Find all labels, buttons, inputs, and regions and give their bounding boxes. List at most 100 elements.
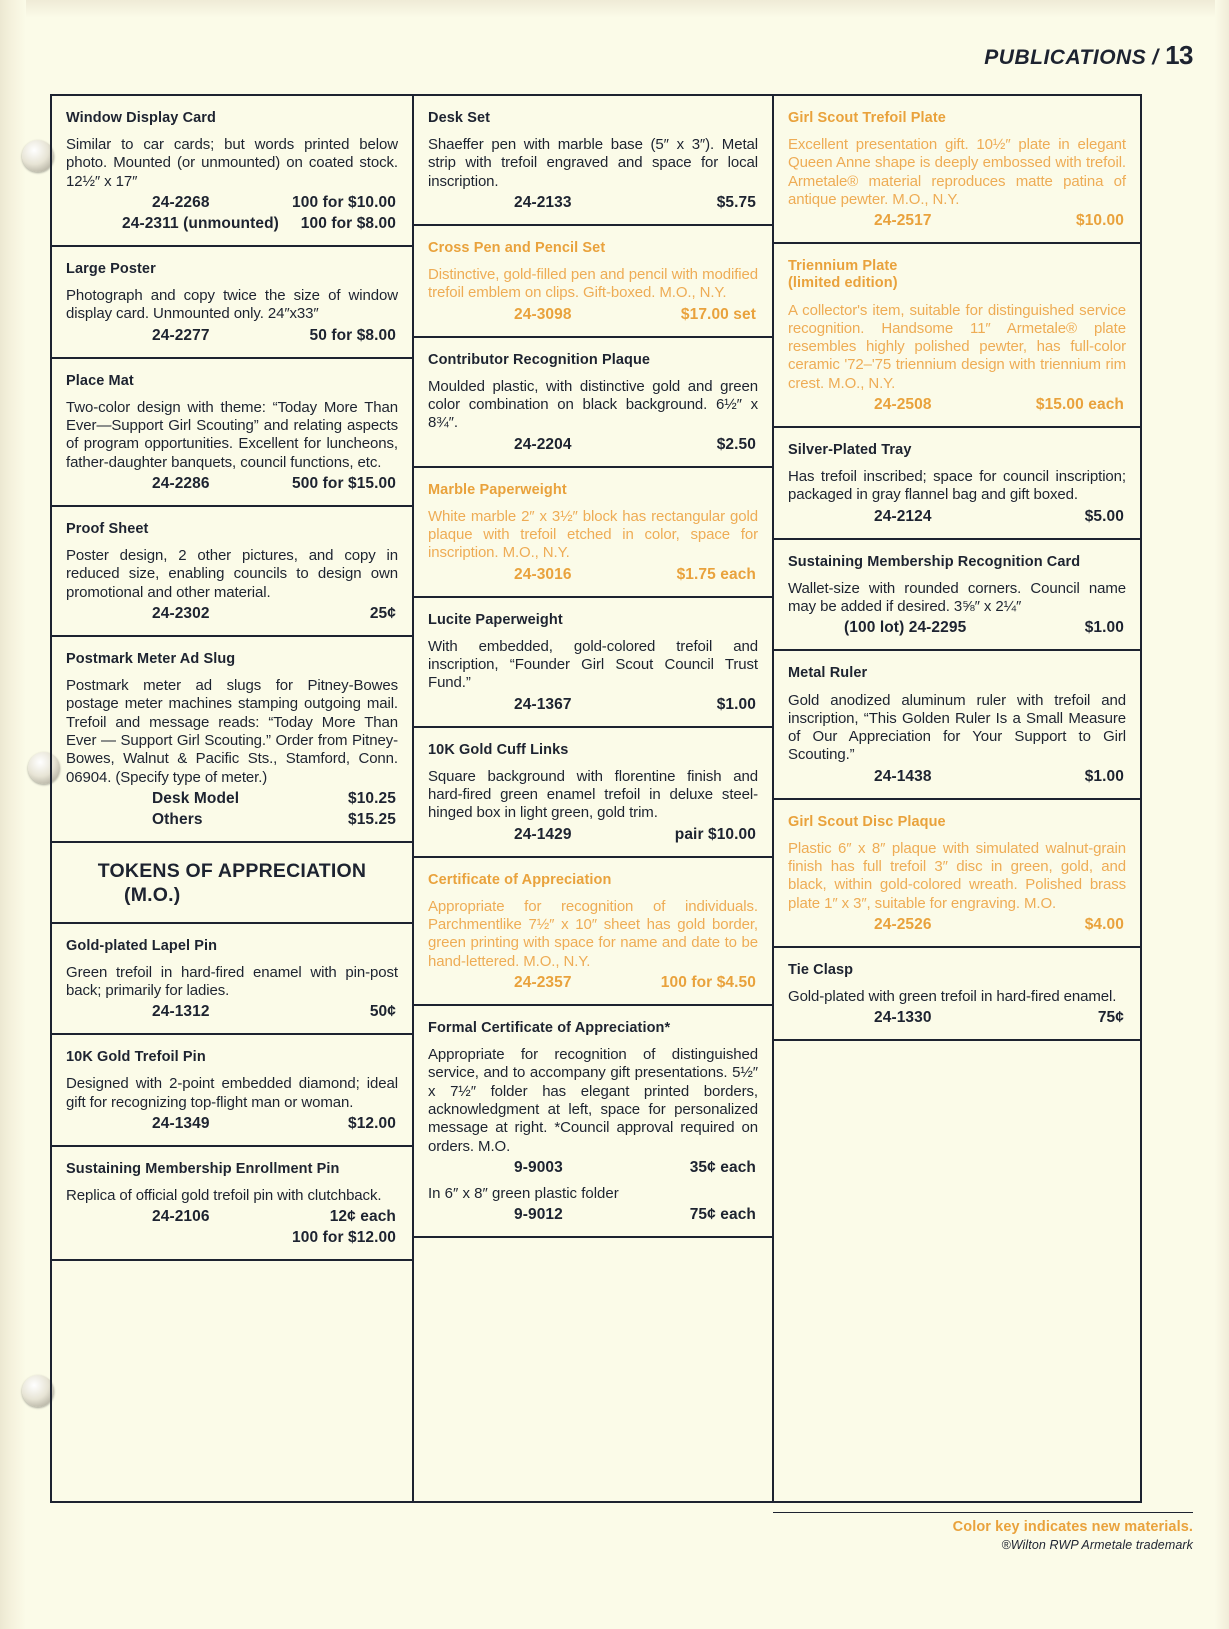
price-amount: $12.00 [347, 1115, 396, 1133]
price-amount: $10.00 [1075, 212, 1124, 230]
price-amount: 100 for $8.00 [300, 215, 396, 232]
price-line: Desk Model $10.25 [66, 790, 398, 808]
catalog-entry-contributor-recognition-plaque: Contributor Recognition Plaque Moulded pl… [414, 338, 772, 468]
catalog-entry-triennium-plate: Triennium Plate (limited edition) A collec… [774, 244, 1140, 428]
price-amount: 25¢ [369, 605, 396, 622]
price-line: 24-1438 $1.00 [788, 768, 1126, 786]
price-line: 24-2311 (unmounted) 100 for $8.00 [66, 215, 398, 233]
price-amount: 75¢ each [689, 1206, 756, 1224]
entry-title: Contributor Recognition Plaque [428, 351, 651, 368]
entry-title: Sustaining Membership Recognition Card [788, 553, 1081, 570]
price-line: 24-2357 100 for $4.50 [428, 974, 758, 992]
binder-hole-top [22, 140, 54, 172]
catalog-code: 24-2204 [514, 435, 572, 453]
price-line: (100 lot) 24-2295 $1.00 [788, 619, 1126, 637]
catalog-entry-girl-scout-trefoil-plate: Girl Scout Trefoil Plate Excellent presen… [774, 96, 1140, 245]
price-amount: $15.25 [347, 810, 396, 828]
column-2: Desk Set Shaeffer pen with marble base (5… [414, 96, 774, 1501]
price-amount: $1.75 each [676, 565, 756, 583]
footer-rule [773, 1512, 1193, 1513]
column-3: Girl Scout Trefoil Plate Excellent presen… [774, 96, 1140, 1501]
section-subtitle: (M.O.) [124, 884, 181, 907]
catalog-code: Desk Model [152, 789, 240, 807]
price-line: 24-2286 500 for $15.00 [66, 475, 398, 493]
entry-title: Desk Set [428, 110, 491, 126]
entry-title: Lucite Paperweight [428, 611, 563, 628]
entry-description: Distinctive, gold-filled pen and pencil … [428, 266, 758, 302]
price-line: 24-1367 $1.00 [428, 696, 758, 714]
entry-description: Replica of official gold trefoil pin wit… [66, 1187, 382, 1205]
price-line: 24-2508 $15.00 each [788, 396, 1126, 414]
catalog-entry-place-mat: Place Mat Two-color design with theme: “T… [52, 359, 412, 507]
entry-title: Certificate of Appreciation [428, 871, 612, 888]
entry-title: Large Poster [66, 261, 156, 277]
column-filler [414, 1238, 772, 1501]
entry-title: Place Mat [66, 372, 134, 389]
section-title: TOKENS OF APPRECIATION [97, 859, 367, 882]
catalog-entry-window-display-card: Window Display Card Similar to car cards;… [52, 96, 412, 247]
catalog-grid: Window Display Card Similar to car cards;… [50, 94, 1142, 1503]
entry-title: Silver-Plated Tray [788, 442, 912, 458]
catalog-code: 24-1312 [152, 1003, 210, 1021]
page-header: PUBLICATIONS / 13 [984, 40, 1193, 71]
catalog-code: 24-2277 [152, 326, 210, 344]
header-separator: / [1152, 46, 1159, 69]
price-line: 9-9012 75¢ each [428, 1206, 758, 1224]
price-line: 24-2204 $2.50 [428, 436, 758, 454]
catalog-code: 24-2268 [152, 194, 210, 211]
price-line: 24-2277 50 for $8.00 [66, 327, 398, 345]
price-amount: 500 for $15.00 [292, 475, 396, 492]
price-line: 24-2302 25¢ [66, 605, 398, 623]
paper-edge-top [0, 0, 1229, 18]
entry-title: Window Display Card [66, 110, 217, 126]
price-line: 24-2124 $5.00 [788, 508, 1126, 526]
binder-hole-bottom [22, 1375, 54, 1407]
catalog-entry-certificate-of-appreciation: Certificate of Appreciation Appropriate f… [414, 858, 772, 1006]
catalog-code: 24-2286 [152, 475, 210, 492]
column-filler [774, 1041, 1140, 1501]
entry-title: Tie Clasp [788, 962, 854, 978]
catalog-entry-large-poster: Large Poster Photograph and copy twice th… [52, 247, 412, 359]
entry-description: Poster design, 2 other pictures, and cop… [66, 547, 398, 601]
entry-description: Plastic 6″ x 8″ plaque with simulated wa… [788, 839, 1126, 912]
price-amount: $1.00 [1084, 767, 1124, 785]
catalog-entry-girl-scout-disc-plaque: Girl Scout Disc Plaque Plastic 6″ x 8″ pl… [774, 800, 1140, 948]
price-amount: 100 for $10.00 [292, 194, 396, 211]
price-line: 24-1429 pair $10.00 [428, 826, 758, 844]
catalog-entry-desk-set: Desk Set Shaeffer pen with marble base (5… [414, 96, 772, 226]
price-amount: 12¢ each [329, 1208, 396, 1226]
price-amount: $1.00 [716, 695, 756, 713]
catalog-entry-formal-certificate-of-appreciation: Formal Certificate of Appreciation* Appro… [414, 1006, 772, 1239]
tokens-of-appreciation-banner: TOKENS OF APPRECIATION (M.O.) [52, 843, 412, 924]
price-amount: 100 for $12.00 [292, 1229, 396, 1247]
catalog-entry-metal-ruler: Metal Ruler Gold anodized aluminum ruler … [774, 651, 1140, 800]
catalog-code: 24-2517 [874, 212, 932, 230]
entry-title: Sustaining Membership Enrollment Pin [66, 1161, 340, 1178]
entry-description: Has trefoil inscribed; space for council… [788, 468, 1126, 504]
price-line: 9-9003 35¢ each [428, 1159, 758, 1177]
entry-description: White marble 2″ x 3½″ block has rectangu… [428, 507, 758, 562]
price-line: 24-3016 $1.75 each [428, 566, 758, 584]
entry-description: A collector's item, suitable for disting… [788, 301, 1126, 392]
price-amount: 50 for $8.00 [309, 326, 396, 344]
entry-title: Postmark Meter Ad Slug [66, 651, 236, 667]
entry-description: Similar to car cards; but words printed … [66, 136, 398, 190]
column-1: Window Display Card Similar to car cards;… [52, 96, 414, 1501]
price-line: 24-3098 $17.00 set [428, 306, 758, 324]
catalog-code: 24-2302 [152, 605, 210, 622]
price-line: 24-2517 $10.00 [788, 212, 1126, 230]
catalog-code: 24-2133 [514, 194, 572, 211]
price-line: 24-1330 75¢ [788, 1009, 1126, 1027]
catalog-code: 24-2106 [152, 1208, 210, 1226]
price-line: 24-2268 100 for $10.00 [66, 194, 398, 212]
entry-title: Girl Scout Disc Plaque [788, 813, 946, 830]
catalog-entry-10k-gold-trefoil-pin: 10K Gold Trefoil Pin Designed with 2-poin… [52, 1035, 412, 1148]
color-key-note: Color key indicates new materials. [952, 1519, 1193, 1535]
catalog-entry-sustaining-membership-enrollment-pin: Sustaining Membership Enrollment Pin Repl… [52, 1147, 412, 1262]
catalog-code: 24-1429 [514, 825, 572, 843]
catalog-entry-proof-sheet: Proof Sheet Poster design, 2 other pictur… [52, 507, 412, 637]
price-amount: $17.00 set [680, 305, 756, 323]
entry-title: 10K Gold Trefoil Pin [66, 1049, 206, 1066]
price-amount: $15.00 each [1035, 396, 1124, 413]
catalog-code [206, 1229, 292, 1247]
